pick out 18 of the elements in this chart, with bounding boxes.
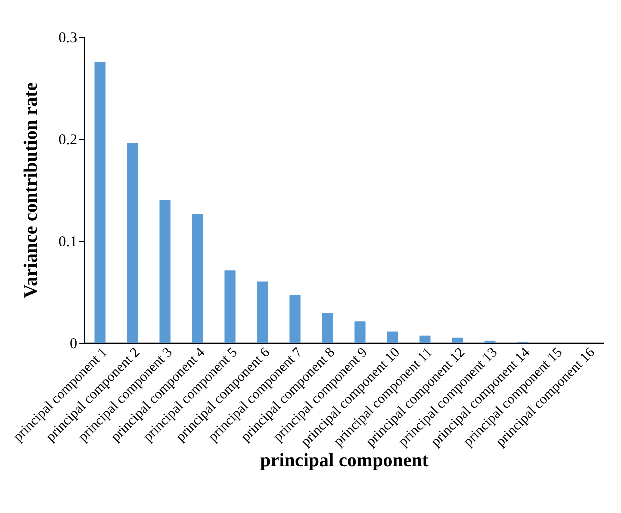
bar bbox=[452, 338, 464, 343]
bar bbox=[354, 322, 366, 343]
bar bbox=[127, 143, 138, 343]
bar bbox=[224, 270, 236, 343]
bar bbox=[387, 332, 398, 343]
y-tick-label: 0.3 bbox=[58, 30, 78, 46]
bar bbox=[160, 200, 171, 343]
y-tick-label: 0.2 bbox=[58, 132, 78, 148]
y-axis-title: Variance contribution rate bbox=[20, 82, 42, 298]
bar bbox=[192, 214, 204, 343]
bar bbox=[290, 295, 301, 343]
bar bbox=[420, 336, 431, 343]
y-tick-label: 0 bbox=[70, 336, 78, 352]
bar bbox=[322, 313, 334, 343]
y-tick-label: 0.1 bbox=[58, 234, 78, 250]
bar bbox=[257, 282, 268, 343]
x-axis-title: principal component bbox=[260, 450, 430, 472]
bar bbox=[94, 62, 106, 343]
